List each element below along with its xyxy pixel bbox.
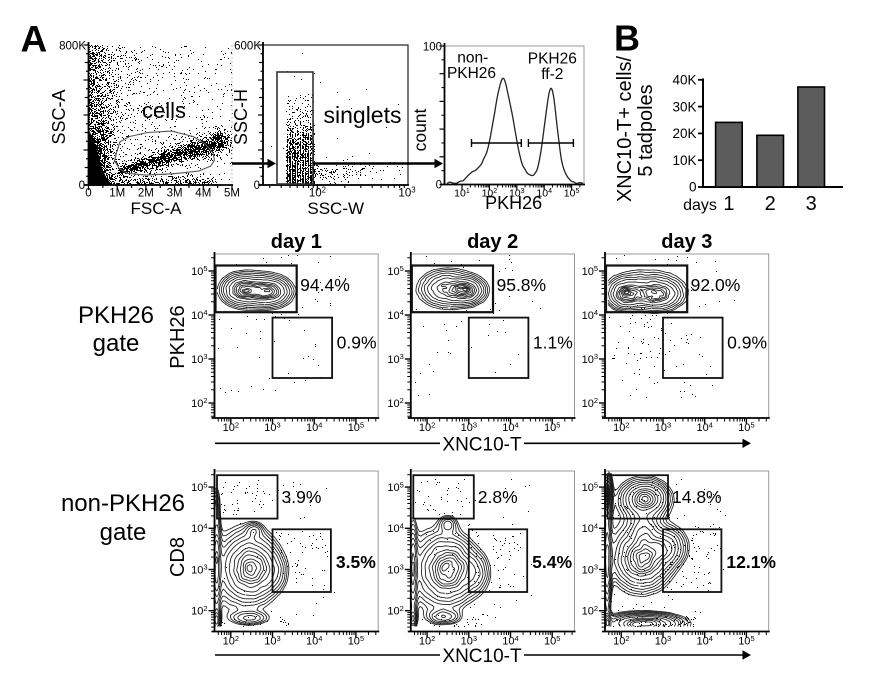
svg-text:day 2: day 2 [467,231,518,253]
svg-text:PKH26: PKH26 [447,65,496,82]
svg-text:3: 3 [806,193,817,215]
svg-text:ff-2: ff-2 [541,66,563,83]
svg-text:4M: 4M [195,188,211,200]
svg-text:B: B [614,18,640,59]
svg-text:SSC-A: SSC-A [49,89,69,144]
svg-text:92.0%: 92.0% [691,275,741,295]
svg-text:FSC-A: FSC-A [131,199,183,218]
svg-text:XNC10-T: XNC10-T [442,646,522,667]
svg-text:2.8%: 2.8% [478,487,518,507]
svg-text:cells: cells [142,98,186,123]
svg-text:count: count [410,108,430,151]
svg-text:0.9%: 0.9% [727,333,767,353]
svg-text:SSC-H: SSC-H [231,89,251,145]
svg-text:PKH26: PKH26 [78,302,154,329]
svg-text:1: 1 [723,193,734,215]
svg-text:PKH26: PKH26 [528,51,577,68]
svg-text:0: 0 [436,180,442,192]
svg-text:PKH26: PKH26 [167,305,189,368]
svg-text:95.8%: 95.8% [496,275,546,295]
svg-text:30K: 30K [672,99,696,114]
svg-text:singlets: singlets [324,102,402,128]
svg-text:100: 100 [423,42,442,54]
svg-text:10K: 10K [672,153,696,168]
svg-text:14.8%: 14.8% [672,487,722,507]
svg-text:800K: 800K [59,41,86,53]
svg-text:0: 0 [79,180,85,192]
svg-text:A: A [21,19,48,60]
svg-text:1.1%: 1.1% [533,333,573,353]
svg-text:PKH26: PKH26 [485,193,542,213]
svg-text:SSC-W: SSC-W [307,199,364,218]
svg-text:days: days [683,197,717,214]
svg-text:0: 0 [254,180,260,192]
svg-text:3.9%: 3.9% [282,487,322,507]
svg-text:non-: non- [457,49,488,66]
svg-text:0: 0 [689,180,697,195]
svg-text:1M: 1M [109,188,125,200]
svg-text:3.5%: 3.5% [336,552,376,572]
svg-text:5.4%: 5.4% [532,552,572,572]
svg-text:600K: 600K [234,41,261,53]
svg-text:0.9%: 0.9% [337,333,377,353]
svg-text:day 3: day 3 [661,231,712,253]
svg-text:XNC10-T: XNC10-T [442,435,522,456]
svg-text:non-PKH26: non-PKH26 [61,490,185,517]
svg-text:5M: 5M [224,188,240,200]
svg-text:gate: gate [100,519,147,546]
svg-text:XNC10-T+ cells/: XNC10-T+ cells/ [614,55,636,202]
svg-text:0: 0 [85,188,91,200]
svg-text:2: 2 [765,193,776,215]
svg-text:2M: 2M [138,188,154,200]
svg-text:day 1: day 1 [271,231,322,253]
svg-text:20K: 20K [672,126,696,141]
svg-text:5 tadpoles: 5 tadpoles [635,84,657,176]
svg-text:CD8: CD8 [167,537,189,577]
svg-text:40K: 40K [672,73,696,88]
svg-text:94.4%: 94.4% [300,275,350,295]
svg-text:12.1%: 12.1% [726,552,776,572]
svg-text:gate: gate [93,330,140,357]
svg-text:3M: 3M [167,188,183,200]
